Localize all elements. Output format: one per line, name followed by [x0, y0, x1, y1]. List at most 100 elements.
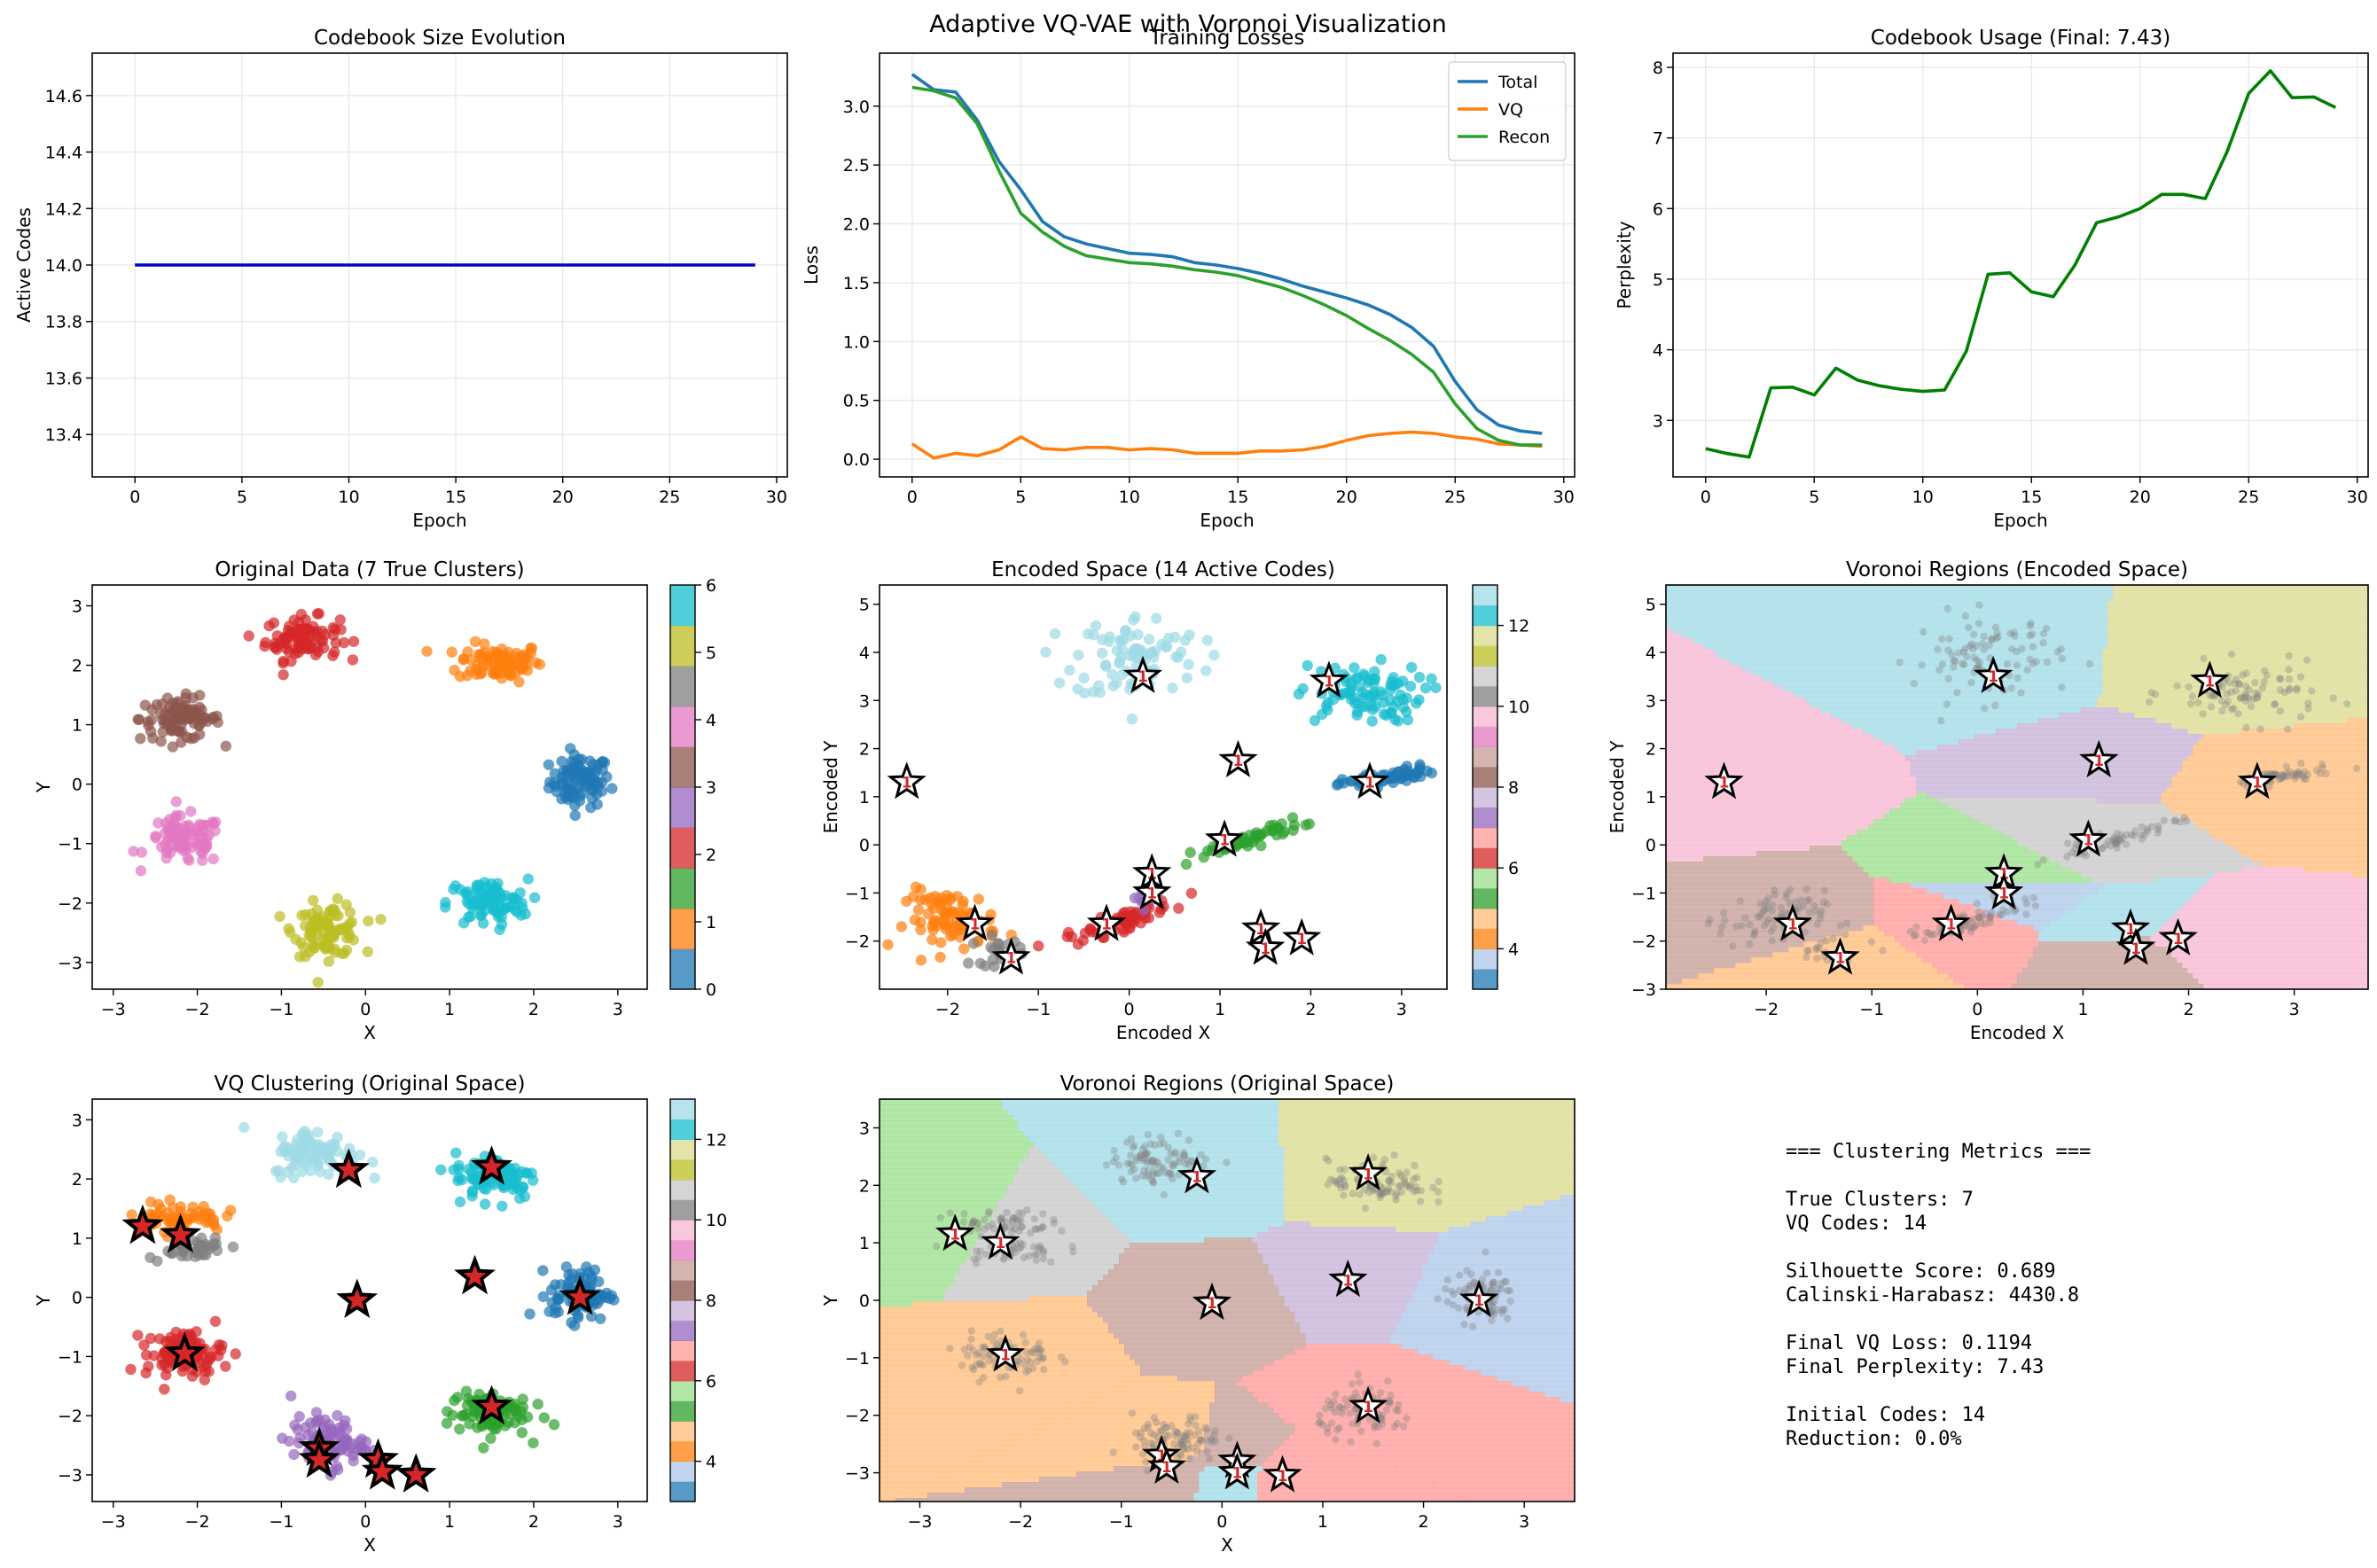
scatter-point [1393, 1419, 1402, 1428]
scatter-point [1223, 1158, 1231, 1166]
scatter-point [1360, 1186, 1369, 1194]
scatter-point [2252, 689, 2260, 697]
x-tick-label: 10 [1912, 488, 1934, 507]
voronoi-cell [880, 1482, 928, 1488]
colorbar-tick-label: 0 [706, 980, 716, 1000]
scatter-point [1443, 1275, 1452, 1284]
scatter-point [963, 957, 974, 969]
scatter-point [1817, 939, 1825, 948]
scatter-point [565, 1274, 577, 1286]
voronoi-cell [1215, 1397, 1258, 1403]
scatter-point [1998, 910, 2006, 919]
scatter-point [1189, 1444, 1197, 1452]
scatter-point [152, 817, 164, 829]
scatter-point [1967, 640, 1975, 648]
voronoi-cell [991, 1216, 1109, 1222]
scatter-point [1184, 1435, 1192, 1444]
codebook-label: 1 [1232, 1465, 1242, 1483]
voronoi-cell [1305, 1338, 1391, 1345]
scatter-point [530, 657, 542, 668]
scatter-point [980, 960, 991, 972]
codebook-star [298, 1438, 340, 1478]
scatter-point [1147, 1429, 1155, 1438]
scatter-point [1803, 897, 1811, 905]
scatter-point [1109, 1448, 1118, 1456]
x-tick-label: 1 [444, 1000, 455, 1019]
voronoi-cell [1666, 633, 1683, 639]
scatter-point [1330, 1398, 1338, 1406]
voronoi-cell [1772, 681, 2103, 687]
scatter-point [946, 1209, 954, 1217]
voronoi-cell [880, 1158, 1024, 1164]
voronoi-cell [2017, 979, 2199, 985]
scatter-point [1950, 663, 1958, 671]
voronoi-cell [2193, 893, 2369, 900]
voronoi-cell [1666, 952, 1773, 958]
voronoi-cell [1873, 878, 1890, 884]
scatter-point [207, 1241, 219, 1252]
y-axis-label: Perplexity [1614, 221, 1635, 308]
scatter-point [960, 1210, 968, 1218]
x-tick-label: −1 [269, 1000, 293, 1019]
voronoi-cell [1751, 670, 2103, 676]
scatter-point [336, 948, 348, 960]
voronoi-cell [1002, 1482, 1200, 1488]
scatter-point [2085, 659, 2094, 668]
voronoi-cell [1666, 596, 2114, 602]
scatter-point [1155, 903, 1167, 915]
scatter-point [1504, 1314, 1512, 1322]
scatter-point [1377, 1388, 1385, 1397]
scatter-point [1357, 1427, 1365, 1435]
scatter-point [1998, 906, 2007, 914]
scatter-point [356, 1443, 368, 1455]
scatter-point [2285, 666, 2293, 674]
scatter-point [2143, 824, 2151, 833]
voronoi-cell [1666, 963, 1736, 969]
scatter-point [1813, 955, 1821, 963]
voronoi-cell [975, 1237, 1130, 1244]
scatter-point [2185, 683, 2193, 691]
scatter-point [1768, 937, 1777, 945]
scatter-point [981, 1343, 989, 1351]
voronoi-cell [1990, 824, 2199, 831]
scatter-point [926, 899, 938, 910]
scatter-point [1986, 918, 1994, 927]
scatter-point [1395, 1400, 1403, 1409]
scatter-point [2308, 687, 2316, 695]
scatter-point [1144, 1420, 1153, 1429]
voronoi-cell [2150, 936, 2369, 942]
scatter-point [1338, 1174, 1346, 1182]
metrics-line: VQ Codes: 14 [1786, 1213, 1927, 1235]
scatter-point [2182, 817, 2191, 825]
scatter-point [2031, 901, 2040, 910]
voronoi-cell [1932, 963, 2029, 969]
scatter-point [125, 1363, 137, 1376]
scatter-point [915, 955, 927, 966]
scatter-point [1970, 653, 1978, 661]
scatter-point [1165, 1169, 1173, 1178]
scatter-point [1387, 1391, 1395, 1400]
voronoi-cell [970, 1461, 1152, 1467]
scatter-point [1137, 1151, 1145, 1159]
scatter-point [375, 914, 387, 925]
scatter-point [2110, 837, 2118, 845]
voronoi-cell [1209, 1424, 1295, 1430]
scatter-point [1160, 1164, 1168, 1173]
scatter-point [1025, 1252, 1033, 1260]
voronoi-cell [2049, 920, 2167, 926]
scatter-point [1153, 1158, 1162, 1166]
scatter-point [201, 838, 213, 850]
scatter-point [1040, 646, 1052, 658]
voronoi-cell [1433, 1482, 1576, 1488]
scatter-point [2304, 705, 2312, 713]
scatter-point [1032, 1256, 1041, 1265]
scatter-point [132, 1330, 144, 1341]
scatter-point [1184, 1446, 1192, 1454]
scatter-point [1490, 1311, 1498, 1319]
codebook-star [160, 1213, 202, 1253]
scatter-point [1396, 1182, 1405, 1190]
codebook-star [1146, 1446, 1186, 1484]
voronoi-cell [1895, 936, 2039, 942]
scatter-point [1149, 1156, 1157, 1165]
scatter-point [895, 921, 908, 932]
